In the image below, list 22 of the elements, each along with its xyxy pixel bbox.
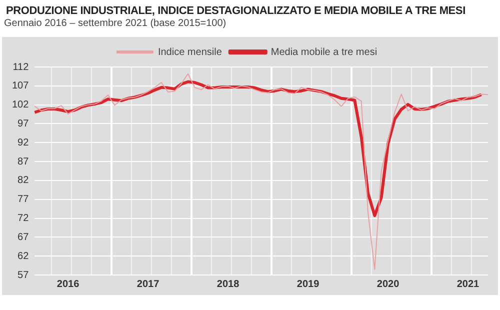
y-tick-label: 97 <box>18 118 30 130</box>
legend-label: Media mobile a tre mesi <box>270 46 378 58</box>
chart-subtitle: Gennaio 2016 – settembre 2021 (base 2015=100) <box>3 17 228 29</box>
x-tick-label: 2017 <box>136 278 160 290</box>
x-tick-label: 2018 <box>216 278 240 290</box>
x-tick-label: 2021 <box>456 278 480 290</box>
y-tick-label: 87 <box>18 156 30 168</box>
y-tick-label: 62 <box>18 250 30 262</box>
y-tick-label: 82 <box>18 175 30 186</box>
y-tick-label: 67 <box>18 232 30 243</box>
y-tick-label: 77 <box>18 194 30 206</box>
chart-title: PRODUZIONE INDUSTRIALE, INDICE DESTAGIONALIZZATO E MEDIA MOBILE A TRE MESI <box>5 4 466 17</box>
x-tick-label: 2019 <box>296 278 320 290</box>
y-tick-label: 57 <box>18 270 30 281</box>
x-tick-label: 2016 <box>56 278 80 290</box>
y-tick-label: 107 <box>12 80 30 92</box>
x-tick-label: 2020 <box>376 278 400 290</box>
legend-label: Indice mensile <box>158 46 222 58</box>
y-tick-label: 92 <box>18 137 30 148</box>
y-tick-label: 72 <box>18 213 30 224</box>
y-tick-label: 102 <box>12 100 30 111</box>
y-tick-label: 112 <box>12 62 30 73</box>
